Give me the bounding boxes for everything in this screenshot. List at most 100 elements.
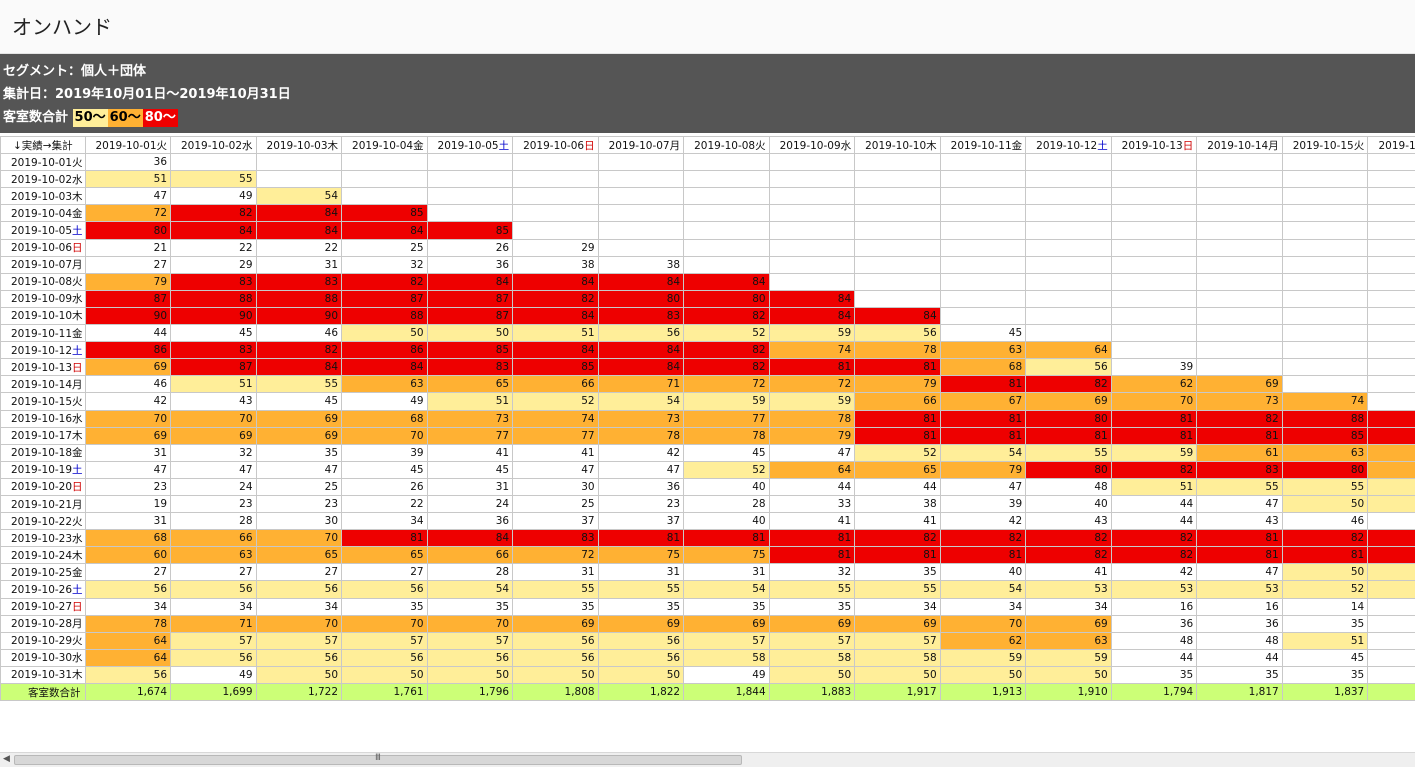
- data-cell[interactable]: 56: [170, 648, 257, 667]
- data-cell[interactable]: [1196, 204, 1283, 223]
- data-cell[interactable]: 86: [341, 341, 428, 360]
- data-cell[interactable]: 80: [84, 221, 172, 240]
- data-cell[interactable]: [1110, 255, 1198, 274]
- data-cell[interactable]: 79: [84, 272, 172, 291]
- data-cell[interactable]: 83: [170, 272, 257, 291]
- data-cell[interactable]: [768, 204, 856, 223]
- data-cell[interactable]: 36: [426, 255, 514, 274]
- data-cell[interactable]: 69: [597, 614, 685, 633]
- data-cell[interactable]: 82: [1025, 546, 1112, 565]
- data-cell[interactable]: 34: [170, 597, 257, 616]
- data-cell[interactable]: [597, 187, 685, 206]
- data-cell[interactable]: 34: [341, 512, 428, 531]
- data-cell[interactable]: 82: [341, 272, 428, 291]
- total-cell[interactable]: 1,699: [170, 682, 257, 702]
- data-cell[interactable]: 52: [683, 460, 770, 479]
- data-cell[interactable]: [1025, 153, 1112, 172]
- row-header-2019-10-29[interactable]: 2019-10-29火: [0, 631, 86, 650]
- data-cell[interactable]: [1281, 204, 1369, 223]
- data-cell[interactable]: [683, 170, 770, 189]
- data-cell[interactable]: 55: [255, 375, 343, 394]
- data-cell[interactable]: 30: [255, 512, 343, 531]
- data-cell[interactable]: 83: [170, 341, 257, 360]
- column-header-2019-10-09[interactable]: 2019-10-09水: [768, 136, 856, 155]
- data-cell[interactable]: 49: [170, 665, 257, 685]
- total-cell[interactable]: 1,844: [683, 682, 770, 702]
- data-cell[interactable]: 36: [1367, 614, 1415, 633]
- data-cell[interactable]: 57: [170, 631, 257, 650]
- data-cell[interactable]: [597, 221, 685, 240]
- data-cell[interactable]: [1025, 306, 1112, 326]
- data-cell[interactable]: 81: [939, 375, 1027, 394]
- data-cell[interactable]: 79: [939, 460, 1027, 479]
- data-cell[interactable]: 25: [512, 494, 599, 514]
- data-cell[interactable]: 23: [84, 477, 172, 496]
- data-cell[interactable]: 35: [768, 597, 856, 616]
- data-cell[interactable]: 32: [170, 443, 257, 462]
- data-cell[interactable]: 70: [170, 409, 257, 428]
- data-cell[interactable]: 69: [170, 426, 257, 445]
- data-cell[interactable]: 35: [1196, 665, 1283, 685]
- data-cell[interactable]: [597, 170, 685, 189]
- data-cell[interactable]: 32: [768, 563, 856, 582]
- data-cell[interactable]: 85: [1281, 426, 1369, 445]
- data-cell[interactable]: [1110, 272, 1198, 291]
- column-header-2019-10-11[interactable]: 2019-10-11金: [939, 136, 1027, 155]
- data-cell[interactable]: 54: [255, 187, 343, 206]
- data-cell[interactable]: 35: [255, 443, 343, 462]
- data-cell[interactable]: 84: [341, 221, 428, 240]
- row-header-2019-10-17[interactable]: 2019-10-17木: [0, 426, 86, 445]
- horizontal-scrollbar[interactable]: ◀ III: [0, 752, 1415, 767]
- data-cell[interactable]: 69: [854, 614, 941, 633]
- row-header-2019-10-22[interactable]: 2019-10-22火: [0, 512, 86, 531]
- data-cell[interactable]: [1196, 289, 1283, 308]
- data-cell[interactable]: [1025, 255, 1112, 274]
- data-cell[interactable]: 35: [854, 563, 941, 582]
- data-cell[interactable]: [1367, 272, 1415, 291]
- data-cell[interactable]: [939, 153, 1027, 172]
- data-cell[interactable]: [1110, 306, 1198, 326]
- data-cell[interactable]: 88: [1281, 409, 1369, 428]
- data-cell[interactable]: [1110, 324, 1198, 343]
- row-header-2019-10-19[interactable]: 2019-10-19土: [0, 460, 86, 479]
- data-cell[interactable]: 83: [255, 272, 343, 291]
- data-cell[interactable]: 50: [255, 665, 343, 685]
- data-cell[interactable]: [854, 153, 941, 172]
- column-header-2019-10-03[interactable]: 2019-10-03木: [255, 136, 343, 155]
- data-cell[interactable]: 25: [255, 477, 343, 496]
- data-cell[interactable]: 82: [683, 306, 770, 326]
- data-cell[interactable]: 81: [768, 358, 856, 377]
- data-cell[interactable]: 69: [1025, 614, 1112, 633]
- data-cell[interactable]: 69: [768, 614, 856, 633]
- data-cell[interactable]: 82: [1196, 409, 1283, 428]
- row-header-2019-10-09[interactable]: 2019-10-09水: [0, 289, 86, 308]
- data-cell[interactable]: 50: [768, 665, 856, 685]
- data-cell[interactable]: 55: [854, 580, 941, 599]
- column-header-2019-10-10[interactable]: 2019-10-10木: [854, 136, 941, 155]
- data-cell[interactable]: 56: [597, 631, 685, 650]
- row-header-2019-10-20[interactable]: 2019-10-20日: [0, 477, 86, 496]
- data-cell[interactable]: 55: [1196, 477, 1283, 496]
- data-cell[interactable]: 59: [1025, 648, 1112, 667]
- data-cell[interactable]: 80: [1025, 460, 1112, 479]
- data-cell[interactable]: 56: [170, 580, 257, 599]
- data-cell[interactable]: [1196, 170, 1283, 189]
- data-cell[interactable]: [1025, 238, 1112, 257]
- data-cell[interactable]: 35: [1281, 614, 1369, 633]
- data-cell[interactable]: 61: [1367, 443, 1415, 462]
- data-cell[interactable]: [1196, 272, 1283, 291]
- data-cell[interactable]: 87: [170, 358, 257, 377]
- total-cell[interactable]: 1,817: [1196, 682, 1283, 702]
- data-cell[interactable]: 69: [84, 426, 172, 445]
- data-cell[interactable]: 81: [939, 546, 1027, 565]
- total-cell[interactable]: 1,837: [1281, 682, 1369, 702]
- data-cell[interactable]: 56: [84, 665, 172, 685]
- data-cell[interactable]: 56: [1025, 358, 1112, 377]
- data-cell[interactable]: 84: [341, 358, 428, 377]
- data-cell[interactable]: [768, 221, 856, 240]
- data-cell[interactable]: [1281, 255, 1369, 274]
- data-cell[interactable]: 72: [683, 375, 770, 394]
- data-cell[interactable]: 84: [597, 272, 685, 291]
- data-cell[interactable]: 59: [939, 648, 1027, 667]
- data-cell[interactable]: [854, 221, 941, 240]
